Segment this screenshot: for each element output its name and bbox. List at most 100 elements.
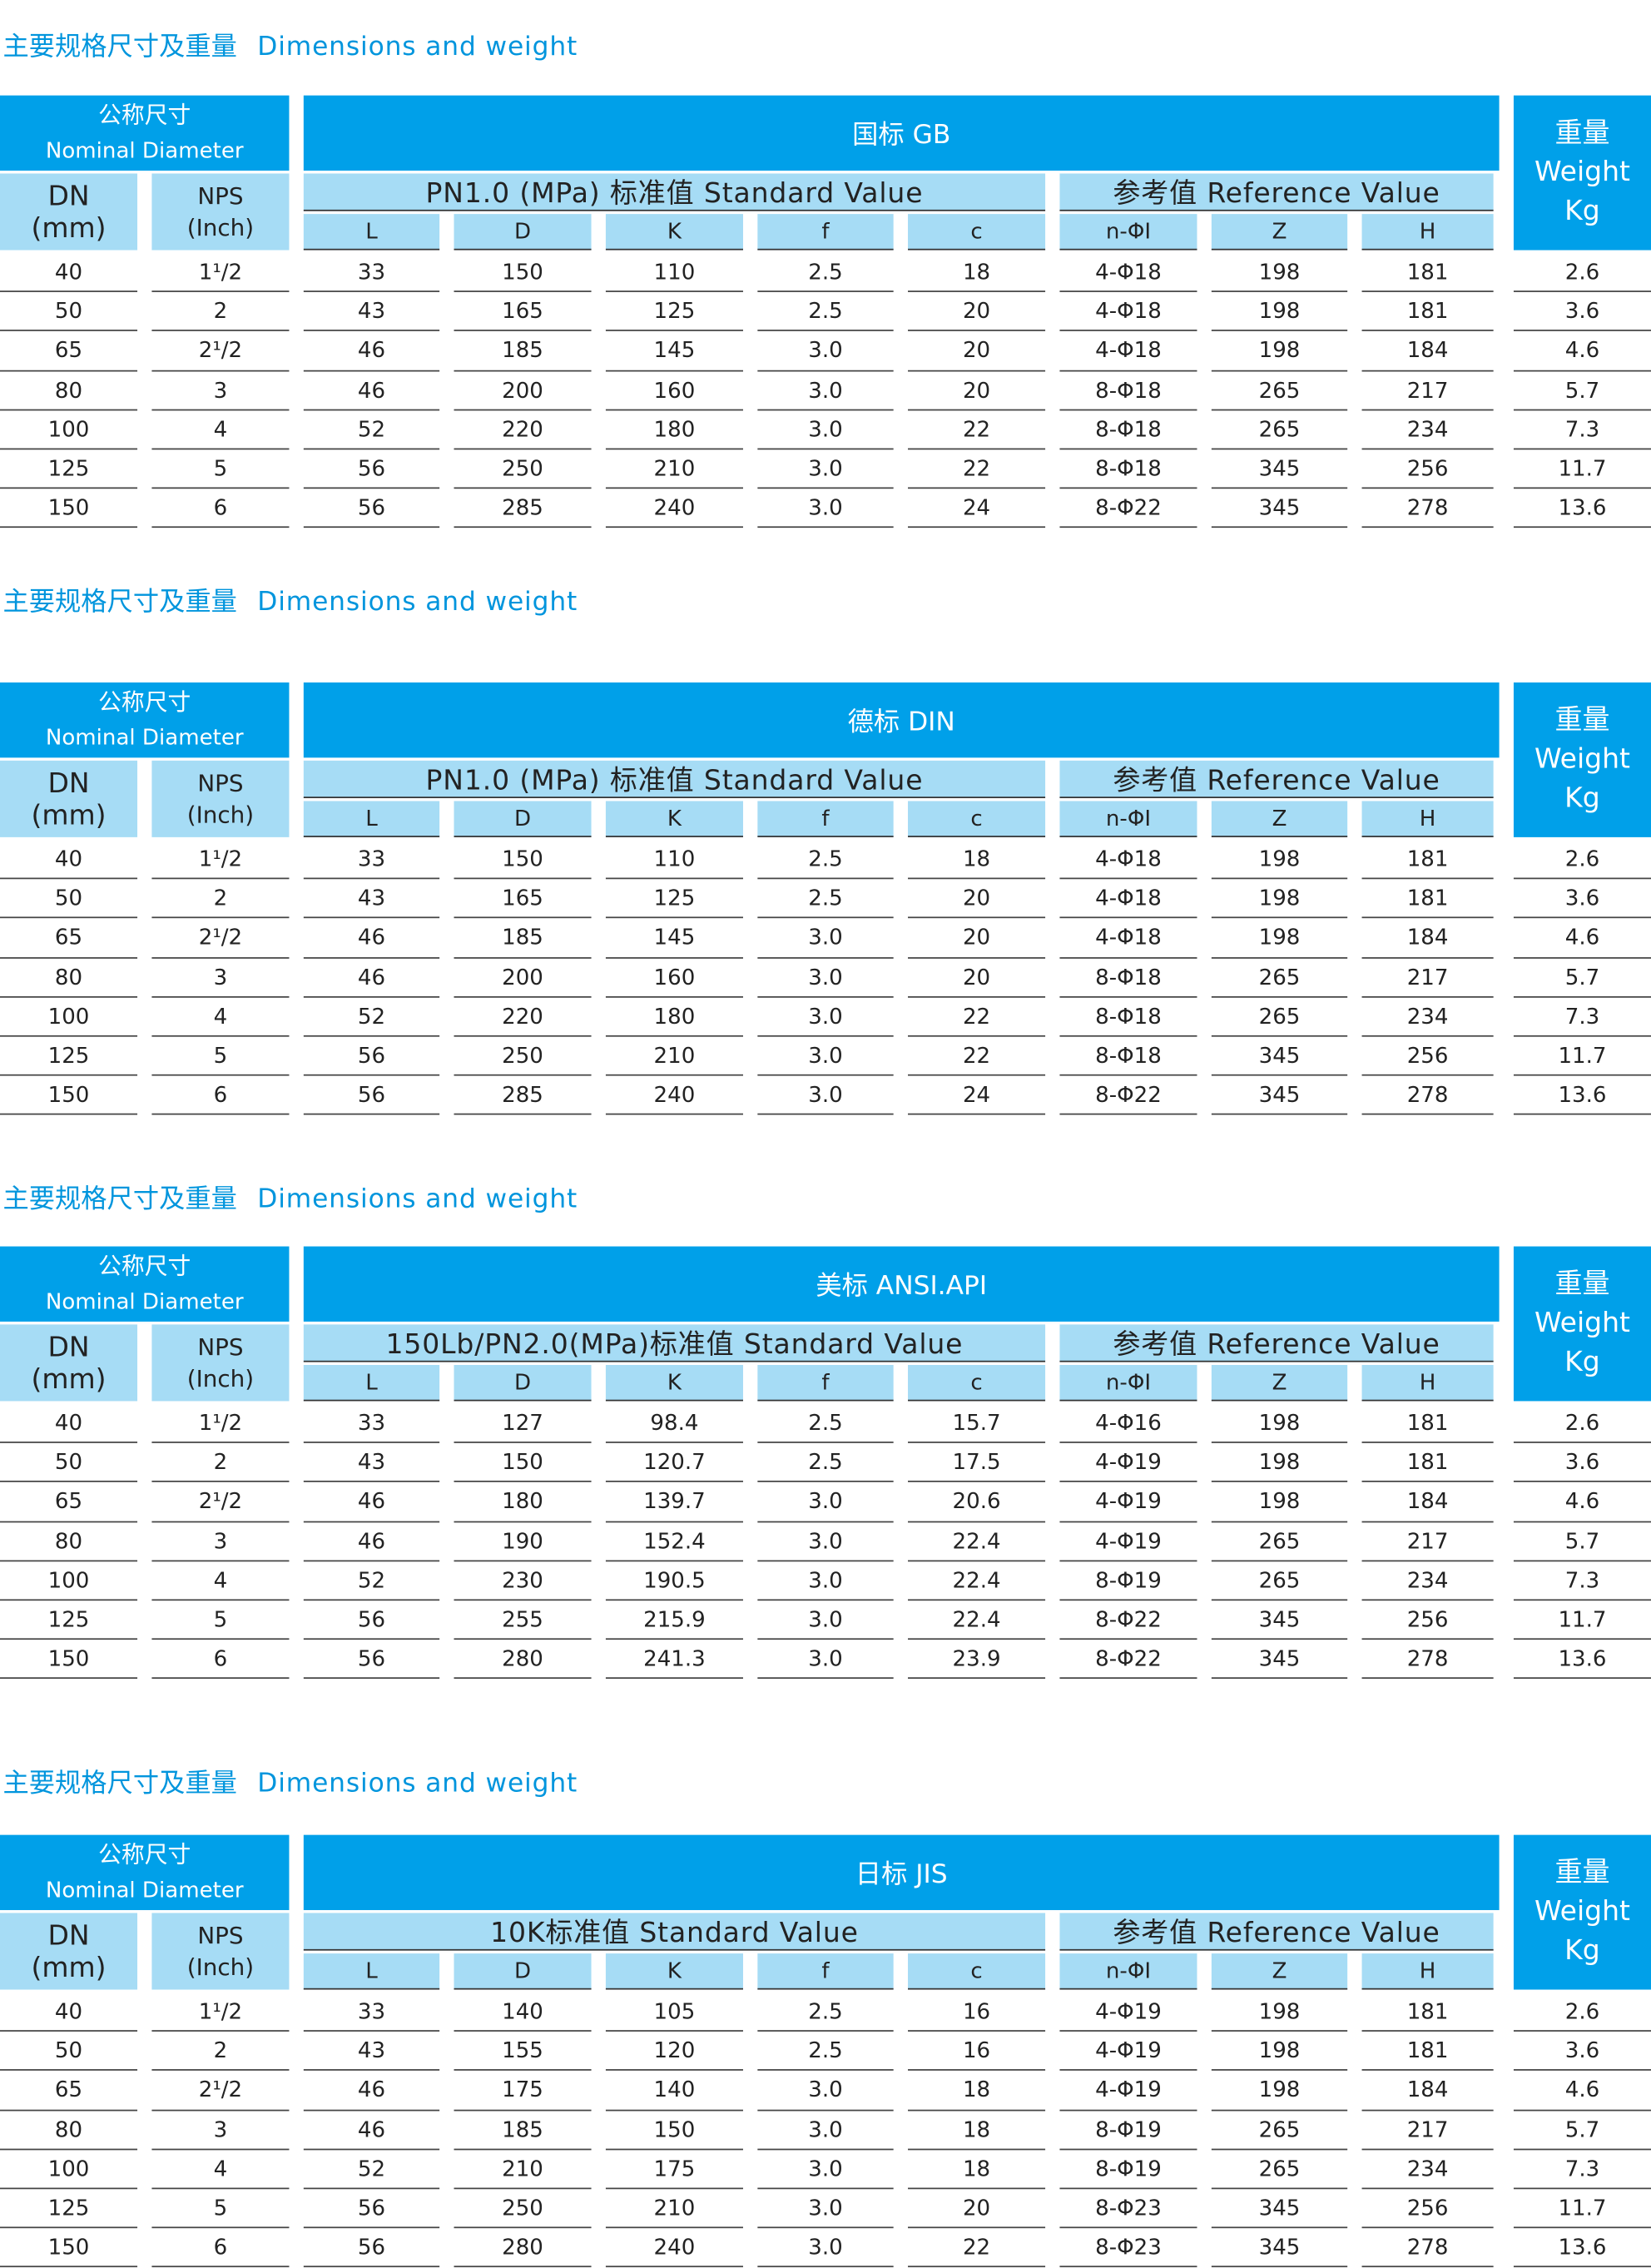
weight-label: Weight bbox=[1534, 742, 1630, 776]
table-cell: 210 bbox=[605, 2189, 743, 2229]
table-cell: 2 bbox=[151, 1443, 290, 1483]
table-cell: 280 bbox=[454, 2229, 592, 2268]
table-cell: 16 bbox=[908, 1993, 1046, 2032]
nominal-cn: 公称尺寸 bbox=[98, 687, 191, 716]
table-cell: 4-Φ19 bbox=[1059, 2071, 1197, 2111]
column-header: D bbox=[454, 1365, 592, 1402]
table-cell: 56 bbox=[303, 2229, 440, 2268]
table-cell: 4-Φ19 bbox=[1059, 2032, 1197, 2072]
table-cell: 43 bbox=[303, 2032, 440, 2072]
table-cell: 2¹/2 bbox=[151, 1482, 290, 1522]
table-cell: 165 bbox=[454, 292, 592, 332]
standard-value: 150Lb/PN2.0(MPa)标准值 Standard Value bbox=[303, 1324, 1046, 1362]
table-cell: 8-Φ22 bbox=[1059, 1601, 1197, 1640]
nominal-cn: 公称尺寸 bbox=[98, 1840, 191, 1868]
table-cell: 3.0 bbox=[757, 332, 894, 371]
table-cell: 4 bbox=[151, 410, 290, 450]
weight-label: Weight bbox=[1534, 1895, 1630, 1928]
table-cell: 265 bbox=[1211, 371, 1348, 411]
table-cell: 150 bbox=[0, 489, 138, 529]
column-header: Z bbox=[1211, 1953, 1348, 1990]
table-cell: 20 bbox=[908, 919, 1046, 959]
heading-cn: 主要规格尺寸及重量 bbox=[2, 587, 237, 618]
table-cell: 56 bbox=[303, 2189, 440, 2229]
nps-label: (Inch) bbox=[186, 800, 255, 828]
table-cell: 80 bbox=[0, 371, 138, 411]
table-cell: 40 bbox=[0, 840, 138, 880]
table-cell: 198 bbox=[1211, 840, 1348, 880]
column-header: L bbox=[303, 1365, 440, 1402]
standard-value: 10K标准值 Standard Value bbox=[303, 1913, 1046, 1951]
table-cell: 3.0 bbox=[757, 410, 894, 450]
table-cell: 198 bbox=[1211, 253, 1348, 293]
column-header: f bbox=[757, 801, 894, 837]
table-cell: 3.0 bbox=[757, 1640, 894, 1680]
column-header: n-ΦI bbox=[1059, 214, 1197, 251]
table-cell: 125 bbox=[0, 1037, 138, 1076]
table-cell: 3 bbox=[151, 1522, 290, 1561]
table-cell: 56 bbox=[303, 1037, 440, 1076]
table-cell: 13.6 bbox=[1513, 2229, 1651, 2268]
table-cell: 3.0 bbox=[757, 1601, 894, 1640]
column-header: H bbox=[1361, 1365, 1494, 1402]
table-cell: 46 bbox=[303, 958, 440, 998]
table-cell: 234 bbox=[1361, 2150, 1494, 2190]
column-header: c bbox=[908, 1365, 1046, 1402]
weight-label: Kg bbox=[1564, 1346, 1600, 1378]
table-cell: 4-Φ19 bbox=[1059, 1443, 1197, 1483]
table-cell: 4-Φ19 bbox=[1059, 1482, 1197, 1522]
table-cell: 20.6 bbox=[908, 1482, 1046, 1522]
table-cell: 184 bbox=[1361, 332, 1494, 371]
column-header: n-ΦI bbox=[1059, 1365, 1197, 1402]
reference-value: 参考值 Reference Value bbox=[1059, 173, 1494, 211]
dn-label: DN bbox=[47, 180, 90, 212]
table-cell: 20 bbox=[908, 958, 1046, 998]
table-cell: 24 bbox=[908, 1076, 1046, 1116]
table-cell: 8-Φ19 bbox=[1059, 2111, 1197, 2150]
table-cell: 8-Φ23 bbox=[1059, 2189, 1197, 2229]
table-cell: 280 bbox=[454, 1640, 592, 1680]
column-header: L bbox=[303, 214, 440, 251]
table-cell: 3.0 bbox=[757, 997, 894, 1037]
table-cell: 4-Φ18 bbox=[1059, 292, 1197, 332]
table-cell: 1¹/2 bbox=[151, 840, 290, 880]
weight-label: Weight bbox=[1534, 1307, 1630, 1339]
table-cell: 3.0 bbox=[757, 919, 894, 959]
column-header: n-ΦI bbox=[1059, 801, 1197, 837]
table-cell: 56 bbox=[303, 1640, 440, 1680]
table-cell: 278 bbox=[1361, 2229, 1494, 2268]
table-cell: 1¹/2 bbox=[151, 1993, 290, 2032]
table-cell: 5 bbox=[151, 1037, 290, 1076]
dn-label: (mm) bbox=[31, 211, 107, 244]
table-cell: 2 bbox=[151, 880, 290, 919]
table-cell: 155 bbox=[454, 2032, 592, 2072]
table-cell: 250 bbox=[454, 1037, 592, 1076]
table-cell: 278 bbox=[1361, 1640, 1494, 1680]
table-cell: 240 bbox=[605, 1076, 743, 1116]
column-header: Z bbox=[1211, 1365, 1348, 1402]
table-cell: 3.0 bbox=[757, 371, 894, 411]
nominal-en: Nominal Diameter bbox=[45, 1877, 244, 1903]
table-cell: 33 bbox=[303, 253, 440, 293]
table-cell: 234 bbox=[1361, 410, 1494, 450]
reference-value: 参考值 Reference Value bbox=[1059, 1324, 1494, 1362]
table-cell: 210 bbox=[605, 1037, 743, 1076]
table-cell: 181 bbox=[1361, 292, 1494, 332]
table-cell: 7.3 bbox=[1513, 997, 1651, 1037]
table-cell: 256 bbox=[1361, 2189, 1494, 2229]
standard-value: PN1.0 (MPa) 标准值 Standard Value bbox=[303, 760, 1046, 798]
table-cell: 43 bbox=[303, 880, 440, 919]
table-cell: 56 bbox=[303, 1601, 440, 1640]
table-cell: 11.7 bbox=[1513, 449, 1651, 489]
table-cell: 3.0 bbox=[757, 2229, 894, 2268]
column-header: K bbox=[605, 1953, 743, 1990]
table-cell: 80 bbox=[0, 2111, 138, 2150]
table-cell: 52 bbox=[303, 997, 440, 1037]
dn-label: DN bbox=[47, 767, 90, 799]
column-header: n-ΦI bbox=[1059, 1953, 1197, 1990]
table-cell: 52 bbox=[303, 410, 440, 450]
table-cell: 160 bbox=[605, 958, 743, 998]
table-cell: 8-Φ19 bbox=[1059, 1561, 1197, 1601]
table-cell: 217 bbox=[1361, 1522, 1494, 1561]
table-cell: 198 bbox=[1211, 880, 1348, 919]
